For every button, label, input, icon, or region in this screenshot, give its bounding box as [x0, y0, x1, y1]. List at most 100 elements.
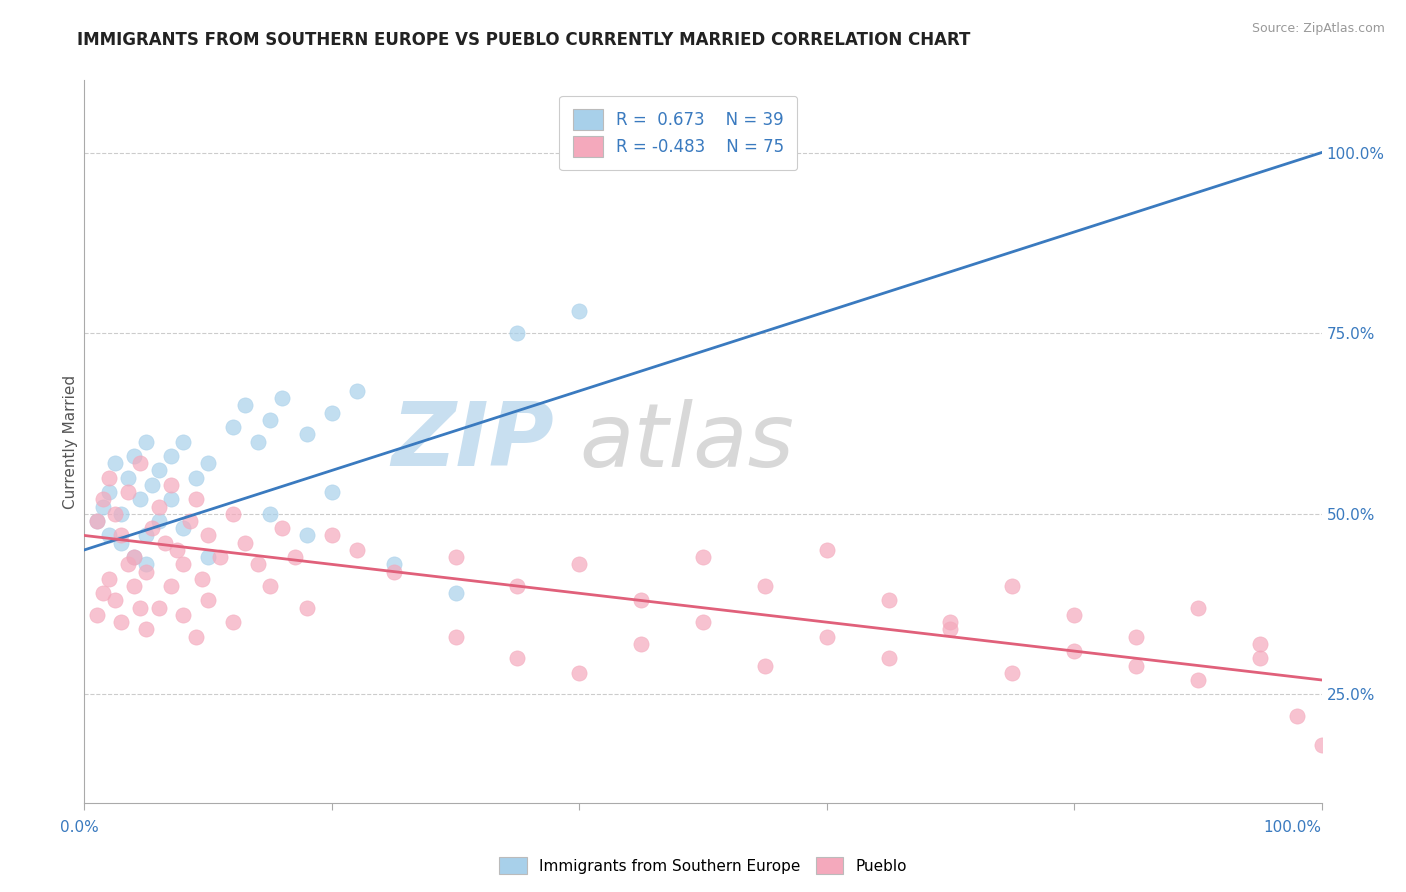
- Point: [568, 558, 591, 572]
- Point: [129, 600, 152, 615]
- Point: [153, 535, 176, 549]
- Text: 0.0%: 0.0%: [59, 820, 98, 835]
- Text: ZIP: ZIP: [392, 398, 554, 485]
- Point: [1249, 651, 1271, 665]
- Point: [1125, 658, 1147, 673]
- Point: [346, 384, 368, 398]
- Point: [135, 434, 157, 449]
- Point: [271, 521, 294, 535]
- Point: [815, 630, 838, 644]
- Point: [506, 651, 529, 665]
- Point: [259, 507, 281, 521]
- Point: [506, 326, 529, 340]
- Point: [444, 550, 467, 565]
- Point: [1187, 600, 1209, 615]
- Point: [295, 427, 318, 442]
- Point: [110, 535, 132, 549]
- Point: [148, 600, 170, 615]
- Point: [233, 398, 256, 412]
- Point: [692, 550, 714, 565]
- Y-axis label: Currently Married: Currently Married: [63, 375, 77, 508]
- Point: [382, 558, 405, 572]
- Point: [197, 456, 219, 470]
- Legend: R =  0.673    N = 39, R = -0.483    N = 75: R = 0.673 N = 39, R = -0.483 N = 75: [560, 95, 797, 169]
- Point: [630, 637, 652, 651]
- Point: [346, 542, 368, 557]
- Point: [98, 470, 121, 484]
- Point: [91, 492, 114, 507]
- Point: [148, 463, 170, 477]
- Point: [98, 572, 121, 586]
- Point: [166, 542, 188, 557]
- Point: [877, 651, 900, 665]
- Point: [197, 528, 219, 542]
- Point: [184, 630, 207, 644]
- Point: [160, 579, 183, 593]
- Point: [321, 485, 343, 500]
- Point: [197, 593, 219, 607]
- Point: [135, 565, 157, 579]
- Point: [172, 607, 194, 622]
- Point: [86, 514, 108, 528]
- Point: [160, 449, 183, 463]
- Point: [122, 550, 145, 565]
- Point: [1249, 637, 1271, 651]
- Point: [129, 492, 152, 507]
- Point: [117, 485, 139, 500]
- Point: [1001, 579, 1024, 593]
- Point: [1310, 738, 1333, 752]
- Point: [98, 485, 121, 500]
- Point: [1187, 673, 1209, 687]
- Point: [104, 456, 127, 470]
- Point: [122, 550, 145, 565]
- Point: [1063, 607, 1085, 622]
- Point: [110, 528, 132, 542]
- Point: [191, 572, 214, 586]
- Point: [129, 456, 152, 470]
- Point: [141, 521, 163, 535]
- Point: [259, 579, 281, 593]
- Point: [568, 665, 591, 680]
- Point: [117, 470, 139, 484]
- Point: [184, 492, 207, 507]
- Point: [246, 434, 269, 449]
- Point: [104, 593, 127, 607]
- Point: [382, 565, 405, 579]
- Point: [692, 615, 714, 630]
- Text: atlas: atlas: [579, 399, 794, 484]
- Point: [754, 579, 776, 593]
- Point: [222, 420, 245, 434]
- Point: [222, 615, 245, 630]
- Point: [86, 607, 108, 622]
- Point: [246, 558, 269, 572]
- Legend: Immigrants from Southern Europe, Pueblo: Immigrants from Southern Europe, Pueblo: [494, 851, 912, 880]
- Point: [141, 478, 163, 492]
- Point: [135, 558, 157, 572]
- Point: [172, 521, 194, 535]
- Point: [506, 579, 529, 593]
- Point: [122, 449, 145, 463]
- Point: [1063, 644, 1085, 658]
- Point: [197, 550, 219, 565]
- Point: [91, 500, 114, 514]
- Point: [321, 406, 343, 420]
- Point: [148, 514, 170, 528]
- Point: [98, 528, 121, 542]
- Point: [233, 535, 256, 549]
- Point: [160, 478, 183, 492]
- Point: [209, 550, 232, 565]
- Text: 100.0%: 100.0%: [1264, 820, 1322, 835]
- Point: [939, 623, 962, 637]
- Point: [259, 413, 281, 427]
- Point: [86, 514, 108, 528]
- Point: [295, 528, 318, 542]
- Point: [568, 304, 591, 318]
- Point: [172, 558, 194, 572]
- Point: [179, 514, 201, 528]
- Point: [1125, 630, 1147, 644]
- Point: [939, 615, 962, 630]
- Point: [271, 391, 294, 405]
- Point: [135, 623, 157, 637]
- Point: [135, 528, 157, 542]
- Text: IMMIGRANTS FROM SOUTHERN EUROPE VS PUEBLO CURRENTLY MARRIED CORRELATION CHART: IMMIGRANTS FROM SOUTHERN EUROPE VS PUEBL…: [77, 31, 970, 49]
